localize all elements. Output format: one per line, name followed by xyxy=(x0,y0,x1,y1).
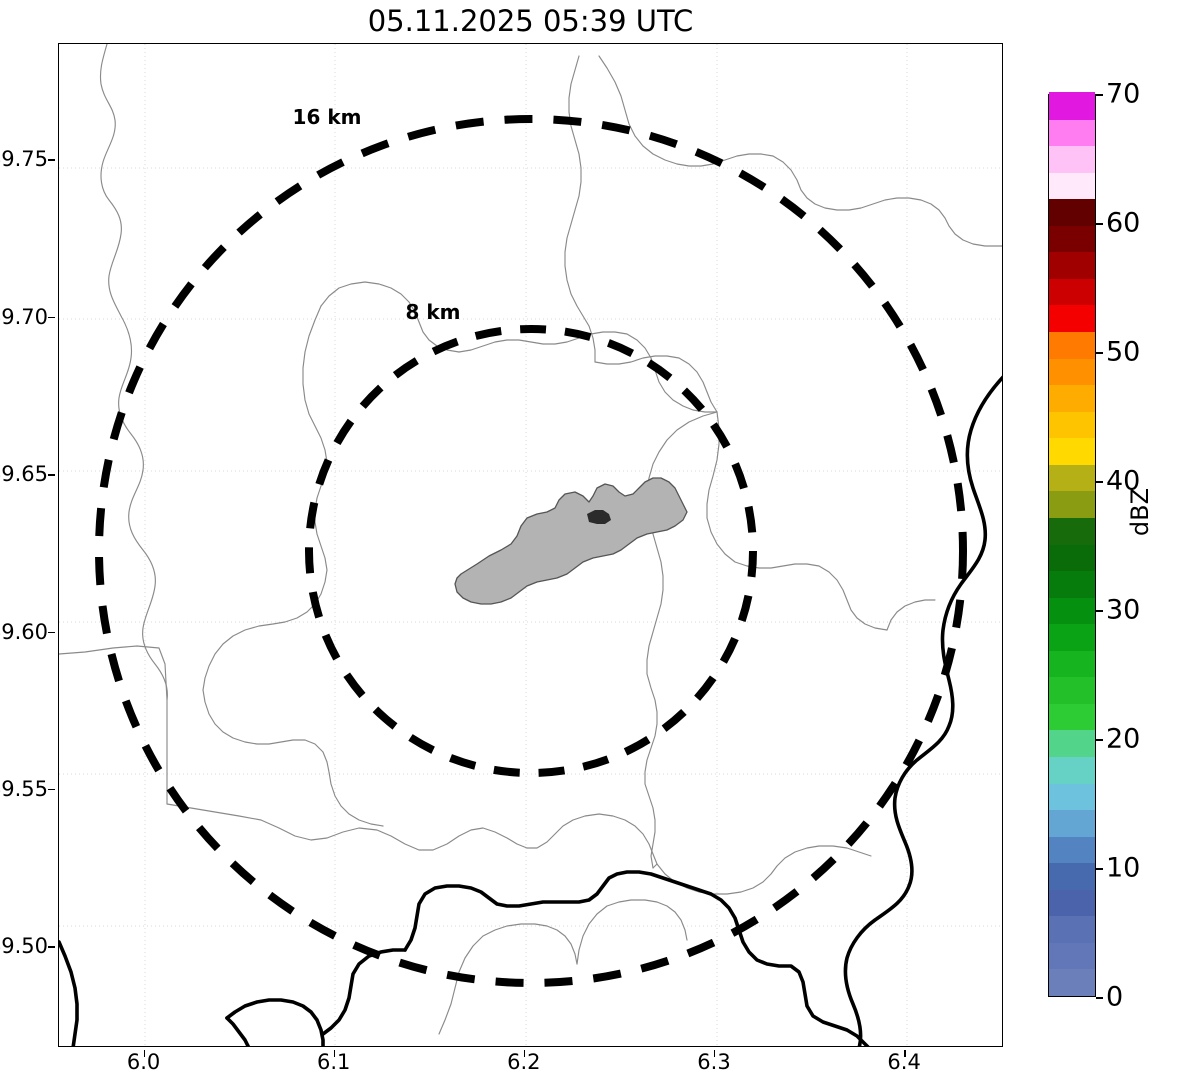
y-tick-label: 49.75 xyxy=(0,147,48,172)
colorbar-band xyxy=(1049,92,1095,120)
colorbar-band xyxy=(1049,304,1095,333)
colorbar-band xyxy=(1049,650,1095,678)
colorbar-tick-label: 60 xyxy=(1106,207,1141,239)
x-tick-mark xyxy=(333,1050,336,1057)
colorbar-tick-mark xyxy=(1096,352,1103,354)
colorbar-band xyxy=(1049,543,1095,572)
colorbar-band xyxy=(1049,384,1095,412)
colorbar-tick-label: 40 xyxy=(1106,465,1141,497)
colorbar-band xyxy=(1049,437,1095,465)
colorbar-band xyxy=(1049,676,1095,704)
colorbar-band xyxy=(1049,862,1095,890)
y-tick-mark xyxy=(48,316,55,319)
highlighted-area xyxy=(454,477,688,605)
y-tick-mark xyxy=(48,788,55,791)
range-ring-label-8km: 8 km xyxy=(405,300,461,324)
colorbar-band xyxy=(1049,464,1095,492)
colorbar-band xyxy=(1049,729,1095,757)
x-tick-mark xyxy=(523,1050,526,1057)
colorbar-tick-label: 0 xyxy=(1106,981,1124,1013)
colorbar-band xyxy=(1049,118,1095,147)
colorbar-band xyxy=(1049,809,1095,837)
y-tick-label: 49.60 xyxy=(0,619,48,644)
range-rings xyxy=(95,115,967,987)
y-tick-mark xyxy=(48,474,55,476)
x-tick-mark xyxy=(904,1050,906,1057)
colorbar-band xyxy=(1049,172,1095,200)
colorbar-band xyxy=(1049,623,1095,651)
gridlines xyxy=(59,44,1002,1046)
colorbar-band xyxy=(1049,517,1095,545)
y-tick-label: 49.50 xyxy=(0,934,48,959)
colorbar-band xyxy=(1049,942,1095,970)
colorbar-tick-label: 20 xyxy=(1106,723,1141,755)
x-tick-mark xyxy=(143,1050,145,1057)
colorbar-tick-label: 30 xyxy=(1106,594,1141,626)
commune-borders xyxy=(59,44,1002,1035)
colorbar-band xyxy=(1049,782,1095,811)
colorbar-tick-mark xyxy=(1096,739,1103,741)
colorbar-band xyxy=(1049,756,1095,784)
y-tick-mark xyxy=(48,946,55,948)
colorbar-band xyxy=(1049,145,1095,173)
colorbar-tick-label: 50 xyxy=(1106,336,1141,368)
colorbar-tick-mark xyxy=(1096,868,1103,870)
map-plot-area[interactable]: 16 km 8 km xyxy=(58,43,1003,1047)
colorbar-band xyxy=(1049,968,1095,996)
colorbar-band xyxy=(1049,490,1095,518)
x-tick-mark xyxy=(713,1050,716,1057)
y-tick-mark xyxy=(48,631,55,633)
national-border xyxy=(59,375,1002,1046)
colorbar-band xyxy=(1049,278,1095,306)
colorbar-band xyxy=(1049,411,1095,439)
y-tick-mark xyxy=(48,159,55,161)
colorbar-tick-label: 10 xyxy=(1106,852,1141,884)
colorbar-band xyxy=(1049,358,1095,386)
x-axis-tick-labels: 6.0 6.1 6.2 6.3 6.4 xyxy=(58,1050,1003,1084)
y-tick-label: 49.65 xyxy=(0,462,48,487)
colorbar-tick-mark xyxy=(1096,94,1103,96)
colorbar-band xyxy=(1049,836,1095,864)
y-axis-tick-labels: 49.50 49.55 49.60 49.65 49.70 49.75 xyxy=(0,43,55,1047)
range-ring-8km xyxy=(305,325,757,777)
colorbar-tick-mark xyxy=(1096,481,1103,483)
page-title: 05.11.2025 05:39 UTC xyxy=(367,4,694,38)
colorbar-band xyxy=(1049,570,1095,598)
colorbar-axis-label: dBZ xyxy=(1126,487,1154,537)
colorbar[interactable] xyxy=(1048,92,1096,997)
colorbar-tick-label: 70 xyxy=(1106,78,1141,110)
colorbar-band xyxy=(1049,889,1095,917)
colorbar-band xyxy=(1049,251,1095,279)
colorbar-tick-mark xyxy=(1096,223,1103,225)
range-ring-label-16km: 16 km xyxy=(292,105,362,129)
colorbar-ticks: 0 10 20 30 40 50 60 70 xyxy=(1096,79,1188,1013)
y-tick-label: 49.55 xyxy=(0,776,48,801)
colorbar-tick-mark xyxy=(1096,997,1103,999)
colorbar-band xyxy=(1049,198,1095,226)
colorbar-band xyxy=(1049,331,1095,359)
colorbar-band xyxy=(1049,597,1095,625)
range-ring-16km xyxy=(95,115,967,987)
colorbar-band xyxy=(1049,915,1095,943)
colorbar-band xyxy=(1049,703,1095,731)
colorbar-tick-mark xyxy=(1096,610,1103,612)
y-tick-label: 49.70 xyxy=(0,304,48,329)
colorbar-band xyxy=(1049,225,1095,253)
